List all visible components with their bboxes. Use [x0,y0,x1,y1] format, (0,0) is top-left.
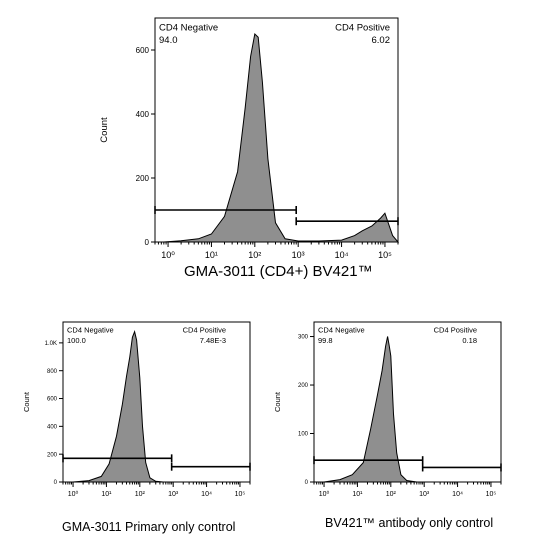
x-tick-label: 10² [248,250,261,260]
x-tick-label: 10¹ [352,491,363,498]
y-axis-label: Count [273,391,282,412]
y-tick-label: 400 [136,110,150,119]
x-tick-label: 10⁵ [486,491,497,498]
y-tick-label: 200 [298,383,309,389]
gate-name-label: CD4 Positive [434,326,477,335]
gate-name-label: CD4 Positive [183,326,226,335]
x-tick-label: 10² [135,491,146,498]
x-tick-label: 10⁴ [201,491,212,498]
x-tick-label: 10⁴ [452,491,463,498]
y-tick-label: 600 [136,46,150,55]
y-tick-label: 100 [298,432,309,438]
y-tick-label: 300 [298,335,309,341]
y-tick-label: 600 [47,397,58,403]
x-tick-label: 10⁴ [335,250,349,260]
x-tick-label: 10⁵ [378,250,392,260]
gate-percent-label: 94.0 [159,35,178,46]
chart-1: 0 200 400 600 Count 10⁰ 10¹ 10² 10³ 10⁴ 10⁵ CD4 Neg… [99,17,400,260]
histogram-area [72,330,164,483]
x-tick-label: 10² [386,491,397,498]
gate-percent-label: 6.02 [372,35,391,46]
caption-chart-2: GMA-3011 Primary only control [62,520,236,534]
y-tick-label: 200 [47,452,58,458]
y-axis-label: Count [22,391,31,412]
gate-percent-label: 0.18 [462,336,477,345]
gate-name-label: CD4 Negative [159,23,218,34]
x-tick-label: 10⁵ [235,491,246,498]
y-tick-label: 200 [136,174,150,183]
caption-chart-3: BV421™ antibody only control [325,516,494,530]
x-tick-label: 10⁰ [68,490,79,498]
histogram-area [323,336,417,483]
caption-chart-1: GMA-3011 (CD4+) BV421™ [184,263,373,280]
plot-frame [313,321,502,483]
plot-frame [154,17,399,243]
gate-name-label: CD4 Negative [318,326,365,335]
x-tick-label: 10⁰ [161,250,175,260]
y-tick-label: 0 [305,480,309,486]
x-tick-label: 10³ [168,491,179,498]
y-tick-label: 400 [47,424,58,430]
y-tick-label: 1.0K [45,341,57,347]
chart-3: 0 100 200 300 Count 10⁰ 10¹ 10² 10³ 10⁴ 10⁵ CD4 Neg… [273,321,502,498]
x-tick-label: 10⁰ [319,490,330,498]
gate-name-label: CD4 Positive [335,23,390,34]
y-tick-label: 0 [145,238,150,247]
gate-name-label: CD4 Negative [67,326,114,335]
gate-percent-label: 99.8 [318,336,333,345]
x-tick-label: 10¹ [101,491,112,498]
y-axis-label: Count [99,117,110,143]
y-tick-label: 0 [54,480,58,486]
x-tick-label: 10³ [292,250,305,260]
histogram-area [163,33,400,243]
y-tick-label: 800 [47,369,58,375]
gate-percent-label: 100.0 [67,336,86,345]
x-tick-label: 10¹ [205,250,218,260]
gate-percent-label: 7.48E-3 [200,336,226,345]
x-tick-label: 10³ [419,491,430,498]
chart-2: 0 200 400 600 800 1.0K Count 10⁰ 10¹ 10² 10³ 10⁴ 10⁵… [22,321,251,498]
